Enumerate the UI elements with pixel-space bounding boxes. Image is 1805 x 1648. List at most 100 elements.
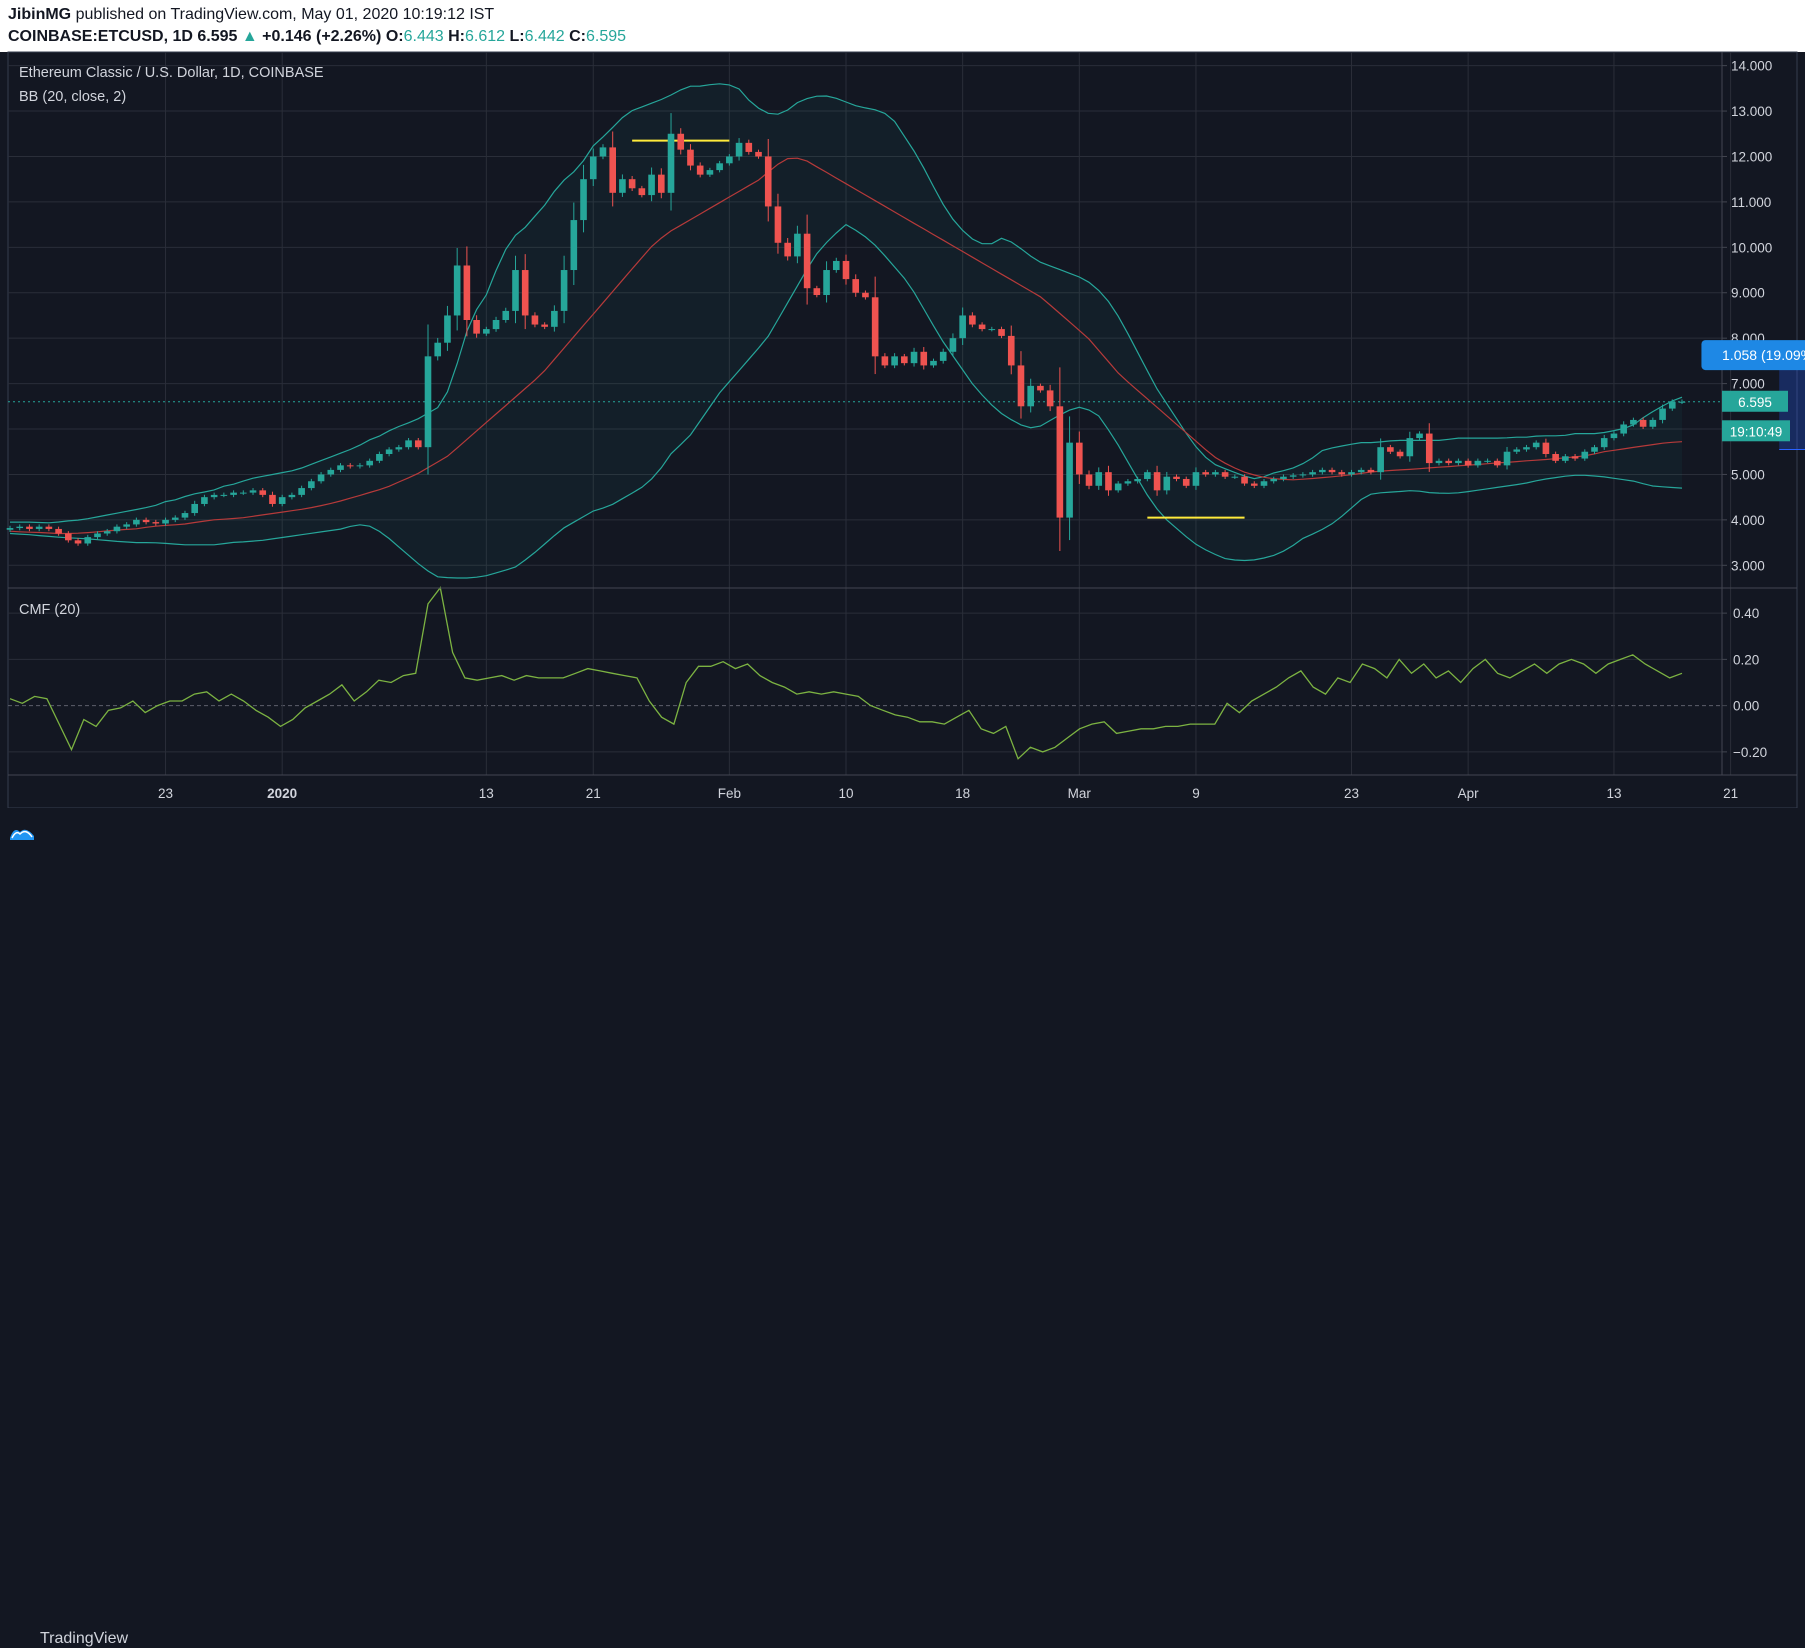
- candle-up: [1649, 419, 1657, 427]
- candle-up: [1280, 476, 1287, 479]
- candle-up: [823, 270, 830, 296]
- cmf-series: [9, 586, 1683, 760]
- candle-down: [142, 519, 150, 523]
- measure-label-box: [1701, 340, 1805, 371]
- cmf-tick-label: −0.20: [1733, 745, 1767, 760]
- price-tick-label: 10.000: [1731, 240, 1772, 255]
- candle-up: [1513, 449, 1521, 452]
- candle-up: [308, 481, 315, 489]
- candle-down: [55, 528, 62, 534]
- cmf-tick-label: 0.40: [1733, 606, 1759, 621]
- last-price: 6.595: [197, 28, 238, 45]
- candle-up: [1357, 469, 1365, 473]
- candle-up: [405, 440, 412, 448]
- cmf-line: [9, 586, 1683, 760]
- candle-down: [901, 356, 908, 364]
- candle-up: [1270, 478, 1278, 482]
- candle-down: [74, 540, 82, 544]
- candle-up: [317, 474, 325, 482]
- candle-up: [706, 170, 714, 175]
- candle-down: [969, 315, 976, 325]
- candle-down: [521, 270, 529, 316]
- candle-down: [774, 206, 782, 243]
- candle-up: [1095, 472, 1103, 486]
- last-price-tag: [1722, 390, 1788, 412]
- candle-up: [1134, 478, 1141, 482]
- candle-up: [201, 497, 208, 504]
- candle-up: [910, 351, 918, 364]
- publisher-line: JibinMG published on TradingView.com, Ma…: [8, 6, 494, 24]
- candle-up: [939, 351, 947, 361]
- candle-up: [171, 517, 179, 520]
- candle-up: [162, 519, 169, 524]
- candle-down: [852, 279, 860, 293]
- candle-up: [1114, 483, 1122, 491]
- time-tick-label: 9: [1192, 786, 1200, 801]
- candle-down: [1464, 460, 1472, 466]
- candle-down: [764, 156, 772, 207]
- candle-down: [978, 324, 986, 330]
- candle-down: [269, 494, 276, 504]
- time-tick-label: Apr: [1458, 786, 1480, 801]
- bollinger-bands: [9, 83, 1683, 579]
- candle-up: [1620, 424, 1627, 434]
- ohlc-line: COINBASE:ETCUSD, 1D 6.595 ▲ +0.146 (+2.2…: [8, 28, 626, 46]
- publisher-name[interactable]: JibinMG: [8, 6, 72, 23]
- candle-down: [920, 351, 928, 366]
- footer: TradingView: [0, 808, 1805, 1647]
- candle-down: [1552, 454, 1559, 461]
- countdown-tag: [1722, 420, 1790, 442]
- candle-down: [1571, 456, 1579, 459]
- candle-down: [1338, 472, 1346, 475]
- candle-up: [113, 526, 121, 532]
- candle-down: [1105, 472, 1112, 491]
- candle-down: [862, 292, 869, 298]
- candle-up: [1260, 481, 1268, 486]
- candle-down: [1367, 469, 1375, 473]
- cmf-tick-label: 0.00: [1733, 699, 1759, 714]
- candle-up: [278, 497, 286, 504]
- candle-down: [696, 165, 704, 175]
- candle-down: [1037, 385, 1044, 391]
- candle-up: [492, 320, 500, 330]
- candle-down: [45, 526, 53, 529]
- candle-down: [1153, 472, 1161, 491]
- candle-up: [1144, 472, 1151, 479]
- symbol-label: COINBASE:ETCUSD, 1D: [8, 28, 193, 45]
- candle-down: [803, 233, 811, 289]
- candle-up: [1600, 438, 1608, 448]
- candle-down: [628, 179, 636, 189]
- candle-down: [1085, 474, 1093, 486]
- candle-up: [580, 179, 587, 221]
- price-tick-label: 9.000: [1731, 286, 1765, 301]
- time-tick-label: 10: [838, 786, 853, 801]
- candle-up: [453, 265, 461, 316]
- price-tick-label: 13.000: [1731, 104, 1772, 119]
- chart-canvas[interactable]: 14.00013.00012.00011.00010.0009.0008.000…: [0, 0, 1805, 808]
- low-value: 6.442: [524, 28, 565, 45]
- candle-up: [667, 133, 675, 193]
- candle-up: [483, 329, 490, 334]
- candle-up: [181, 513, 189, 518]
- candle-down: [346, 465, 354, 467]
- price-tick-label: 12.000: [1731, 149, 1772, 164]
- candle-down: [1387, 447, 1394, 452]
- price-tick-label: 3.000: [1731, 558, 1765, 573]
- candle-down: [1445, 460, 1453, 464]
- candle-up: [512, 270, 519, 311]
- candle-down: [414, 440, 422, 448]
- low-label: L:: [509, 28, 525, 45]
- candle-up: [1319, 469, 1326, 473]
- candle-up: [1163, 476, 1171, 491]
- candle-up: [1212, 472, 1219, 475]
- candle-down: [881, 356, 889, 366]
- candle-down: [1250, 483, 1258, 486]
- candle-up: [337, 465, 344, 470]
- candles: [6, 113, 1686, 551]
- candle-up: [726, 156, 733, 164]
- tradingview-brand[interactable]: TradingView: [40, 1630, 129, 1647]
- candle-up: [249, 490, 257, 493]
- candle-up: [424, 356, 432, 448]
- candle-up: [1503, 451, 1511, 466]
- candle-down: [657, 174, 665, 193]
